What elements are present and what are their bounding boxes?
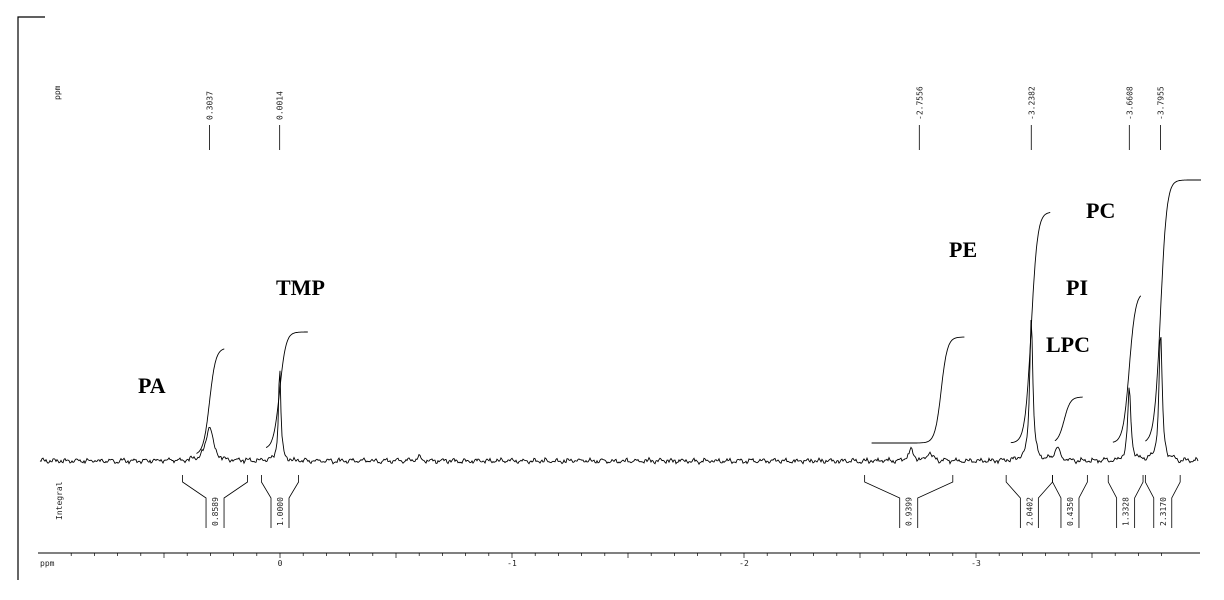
peak-list-value: 0.3037 [206, 91, 215, 120]
peak-annotations: PA TMP PE PC PI LPC [138, 198, 1115, 398]
x-tick-label: 0 [278, 559, 283, 568]
integral-value: 0.9399 [905, 497, 914, 526]
x-axis-ticks: 0 -1 -2 -3 [70, 553, 1162, 568]
integral-value: 1.0000 [276, 497, 285, 526]
spectrum-trace [39, 319, 1199, 466]
x-axis-label: ppm [40, 559, 55, 568]
peak-list-value: -3.6608 [1125, 86, 1134, 120]
integral-value: 0.8589 [211, 497, 220, 526]
integral-curve [265, 331, 308, 448]
peak-label-pa: PA [138, 373, 166, 398]
peak-label-lpc: LPC [1046, 332, 1090, 357]
x-tick-label: -1 [507, 559, 517, 568]
peak-list-value: 0.0014 [276, 91, 285, 120]
integral-bracket [182, 475, 248, 528]
integral-bracket [1052, 475, 1088, 528]
integral-curve [1112, 295, 1142, 443]
integral-bracket [1107, 475, 1144, 528]
integral-curve [1145, 179, 1201, 442]
peak-label-tmp: TMP [276, 275, 325, 300]
integral-value: 1.3328 [1122, 497, 1131, 526]
integral-value: 0.4350 [1066, 497, 1075, 526]
integral-brackets: 0.8589 1.0000 0.9399 2.0402 0.4350 1.3328 2.31… [182, 475, 1181, 528]
integral-value: 2.0402 [1025, 497, 1034, 526]
integral-curve [871, 336, 965, 444]
x-tick-label: -2 [739, 559, 749, 568]
integral-bracket [864, 475, 954, 528]
integral-curves [196, 179, 1201, 454]
peak-list-label: ppm [53, 85, 62, 100]
frame-corner [17, 16, 45, 580]
peak-label-pe: PE [949, 237, 977, 262]
integral-curve [1054, 396, 1083, 442]
peak-list: 0.3037 0.0014 -2.7556 -3.2382 -3.6608 -3.7955 [206, 86, 1166, 150]
integral-label: Integral [55, 481, 64, 520]
integral-bracket [1144, 475, 1181, 528]
peak-list-value: -2.7556 [915, 86, 924, 120]
integral-value: 2.3170 [1159, 497, 1168, 526]
integral-curve [196, 348, 225, 454]
x-tick-label: -3 [971, 559, 981, 568]
integral-bracket [261, 475, 299, 528]
peak-list-value: -3.2382 [1027, 86, 1036, 120]
peak-label-pc: PC [1086, 198, 1115, 223]
peak-label-pi: PI [1066, 275, 1088, 300]
peak-list-value: -3.7955 [1157, 86, 1166, 120]
